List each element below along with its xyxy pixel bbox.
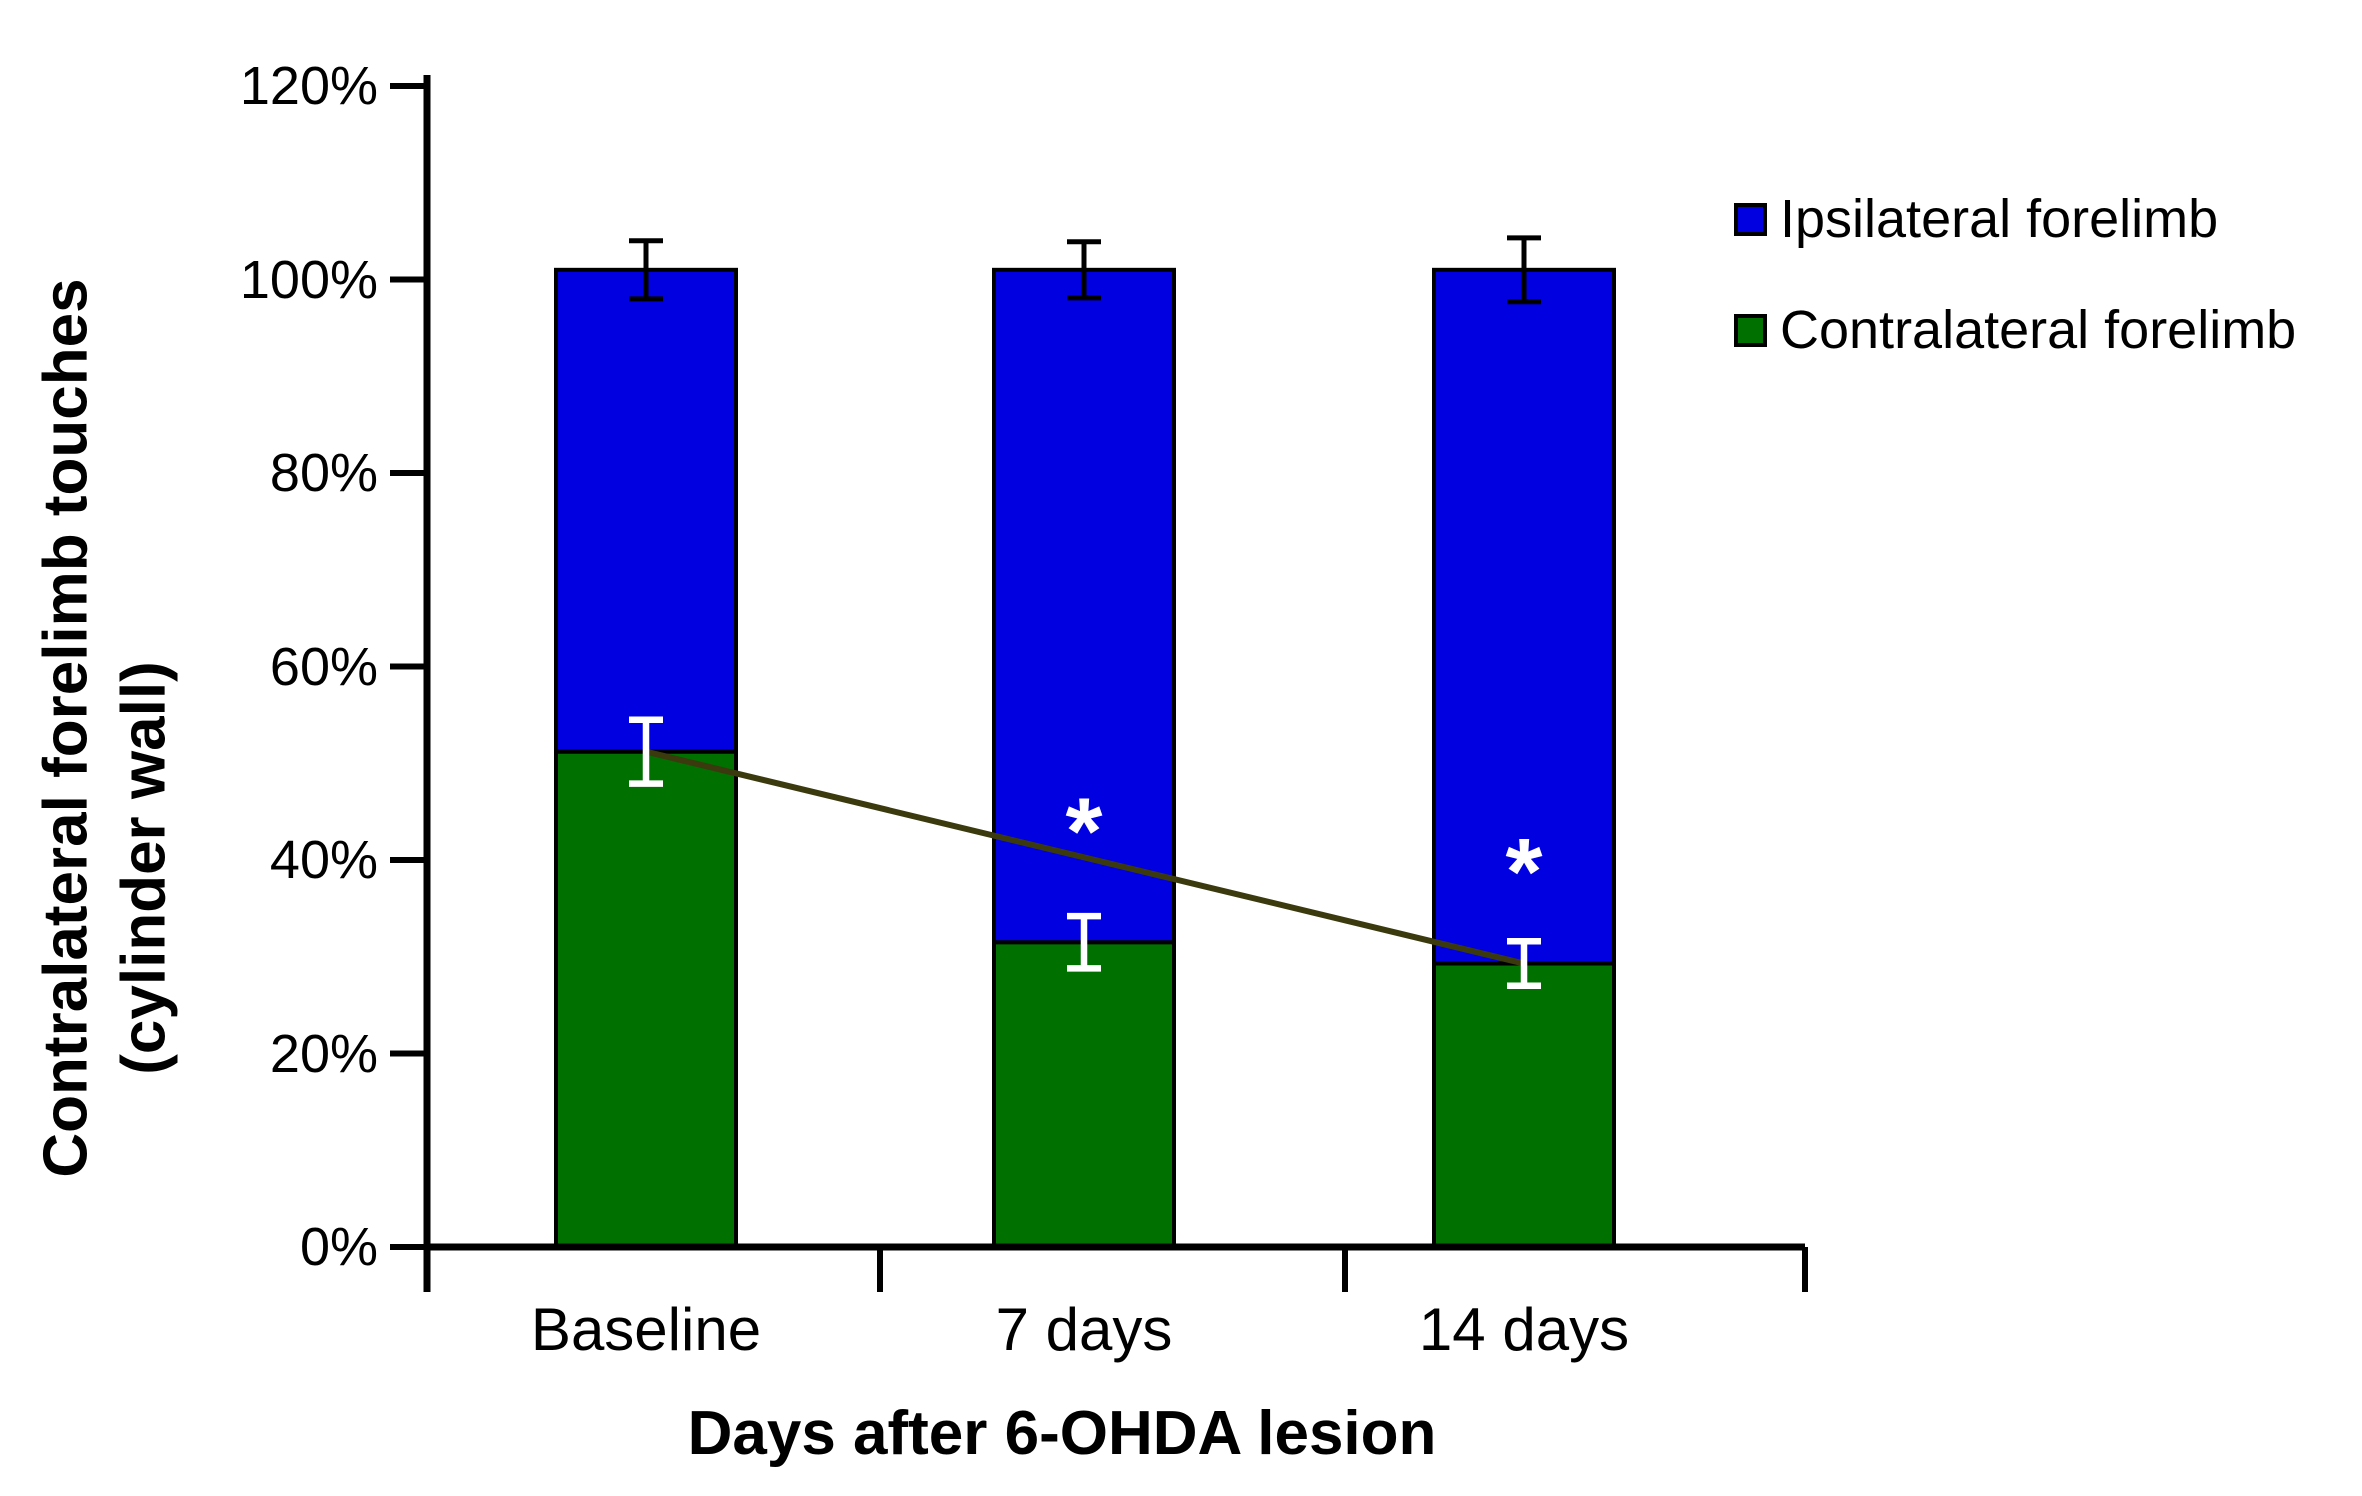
x-category-label-2: 14 days	[1418, 1296, 1630, 1363]
bar-segment-ipsilateral-1	[992, 267, 1176, 945]
significance-asterisk-0: *	[1066, 778, 1103, 884]
y-tick-label-120%: 120%	[239, 56, 378, 116]
legend-item-contralateral: Contralateral forelimb	[1734, 303, 2296, 357]
legend-item-ipsilateral: Ipsilateral forelimb	[1734, 192, 2296, 246]
legend-label-contralateral: Contralateral forelimb	[1780, 300, 2297, 360]
y-tick-label-60%: 60%	[269, 636, 378, 697]
x-category-label-1: 7 days	[995, 1296, 1173, 1363]
bar-segment-ipsilateral-0	[554, 267, 738, 754]
y-tick-label-40%: 40%	[269, 830, 378, 890]
y-tick-label-80%: 80%	[269, 443, 378, 503]
trend-line	[645, 748, 1525, 967]
legend-label-ipsilateral: Ipsilateral forelimb	[1780, 189, 2219, 249]
significance-asterisk-1: *	[1506, 819, 1543, 925]
bar-segment-contralateral-2	[1432, 961, 1616, 1250]
y-tick-label-100%: 100%	[239, 249, 378, 310]
y-tick-label-20%: 20%	[269, 1023, 378, 1084]
legend-swatch-contralateral-icon	[1734, 313, 1767, 347]
bar-segment-contralateral-0	[554, 749, 738, 1249]
y-tick-label-0%: 0%	[299, 1217, 378, 1277]
bar-segment-ipsilateral-2	[1432, 267, 1616, 966]
bar-segment-contralateral-1	[992, 940, 1176, 1249]
legend-swatch-ipsilateral-icon	[1734, 202, 1767, 236]
x-category-label-0: Baseline	[530, 1296, 762, 1363]
legend: Ipsilateral forelimb Contralateral forel…	[1734, 192, 2296, 424]
x-axis-title: Days after 6-OHDA lesion	[687, 1399, 1437, 1468]
